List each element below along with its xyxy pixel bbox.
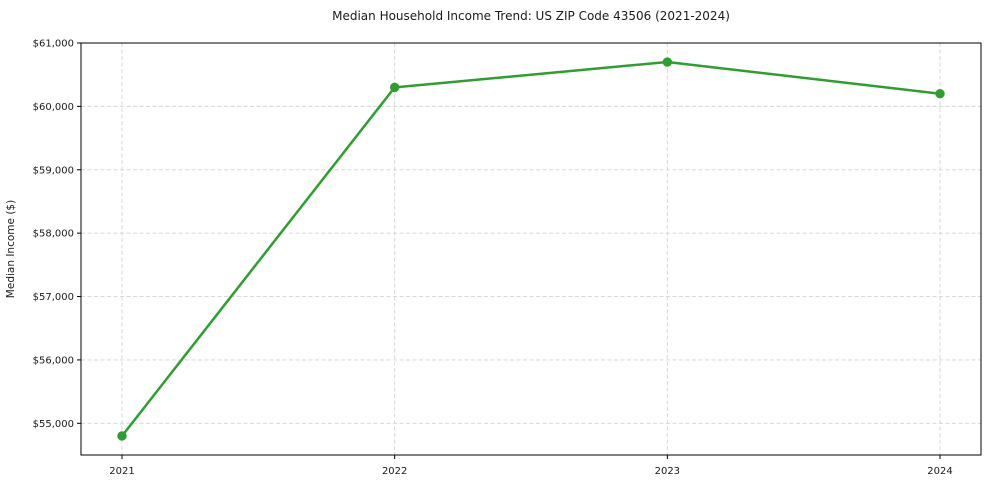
y-tick-label: $56,000 — [33, 355, 74, 366]
y-tick-label: $61,000 — [33, 39, 74, 50]
plot-border — [80, 42, 982, 456]
y-tick-label: $55,000 — [33, 419, 74, 430]
data-point-2024 — [935, 89, 945, 99]
y-axis-label: Median Income ($) — [5, 200, 17, 298]
data-point-2022 — [389, 82, 400, 93]
data-point-2023 — [662, 57, 673, 67]
x-tick-label: 2024 — [927, 466, 952, 477]
grid-layer — [81, 42, 981, 455]
trend-line — [120, 60, 942, 438]
y-tick-label: $57,000 — [33, 292, 74, 303]
chart-title: Median Household Income Trend: US ZIP Co… — [332, 9, 730, 23]
trend-line-series — [117, 57, 945, 441]
axes-layer: $55,000 $56,000 $57,000 $58,000 $59,000 $60,0… — [33, 39, 982, 477]
data-point-2021 — [117, 431, 127, 441]
y-tick-label: $59,000 — [33, 165, 74, 176]
x-tick-label: 2021 — [109, 466, 134, 477]
y-tick-label: $58,000 — [33, 229, 74, 240]
x-tick-label: 2022 — [382, 466, 407, 477]
y-tick-label: $60,000 — [33, 102, 74, 113]
x-tick-label: 2023 — [655, 466, 680, 477]
